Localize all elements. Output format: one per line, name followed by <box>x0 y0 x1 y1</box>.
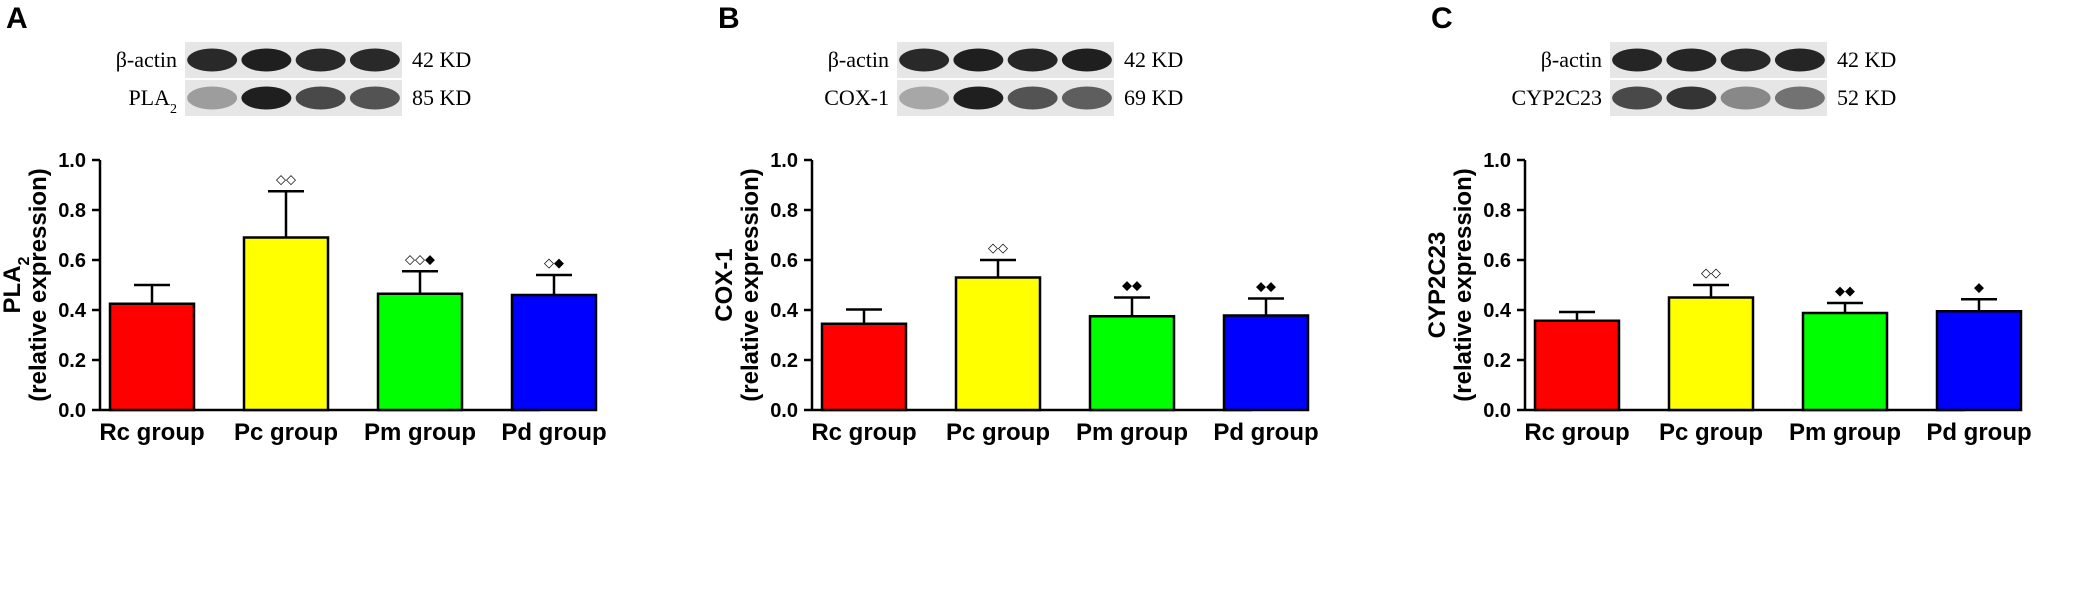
blot-band <box>899 86 950 110</box>
y-tick-label: 0.6 <box>770 250 798 272</box>
bar-pm <box>1088 315 1176 412</box>
y-tick-label: 1.0 <box>1483 150 1511 172</box>
y-axis-title: COX-1 <box>711 248 738 321</box>
y-tick-label: 0.0 <box>58 400 86 422</box>
blot-protein-label: β-actin <box>828 47 889 72</box>
bar-rc <box>108 302 196 412</box>
blot-band <box>1720 48 1771 72</box>
blot-band <box>1061 86 1112 110</box>
bar-pm <box>1801 311 1889 412</box>
y-tick-label: 0.2 <box>58 350 86 372</box>
bar-pc <box>954 276 1042 412</box>
blot-protein-label: CYP2C23 <box>1512 85 1602 110</box>
significance-marker: ◇◇ <box>988 241 1008 256</box>
x-category-label: Pm group <box>1789 419 1901 446</box>
x-category-label: Pd group <box>1926 419 2031 446</box>
blot-protein-label: COX-1 <box>824 85 889 110</box>
y-tick-label: 0.8 <box>770 200 798 222</box>
blot-protein-label: β-actin <box>116 47 177 72</box>
bar-rc <box>1533 319 1621 412</box>
x-category-label: Pc group <box>234 419 338 446</box>
y-axis-subtitle: (relative expression) <box>1450 168 1477 401</box>
blot-band <box>1720 86 1771 110</box>
y-tick-label: 1.0 <box>770 150 798 172</box>
blot-band <box>899 48 950 72</box>
y-tick-label: 0.2 <box>1483 350 1511 372</box>
y-tick-label: 1.0 <box>58 150 86 172</box>
y-tick-label: 0.0 <box>770 400 798 422</box>
y-tick-label: 0.4 <box>1483 300 1512 322</box>
blot-protein-label: PLA2 <box>128 85 177 117</box>
bar-pd <box>1222 314 1310 412</box>
bar-pm <box>376 292 464 412</box>
x-category-label: Pc group <box>1659 419 1763 446</box>
significance-marker: ◆◆ <box>1122 279 1142 294</box>
y-tick-label: 0.2 <box>770 350 798 372</box>
blot-band <box>1612 86 1663 110</box>
blot-band <box>241 86 292 110</box>
blot-kd-label: 52 KD <box>1837 85 1896 110</box>
y-tick-label: 0.8 <box>1483 200 1511 222</box>
y-tick-label: 0.4 <box>58 300 87 322</box>
blot-band <box>349 48 400 72</box>
blot-kd-label: 85 KD <box>412 85 471 110</box>
significance-marker: ◇◆ <box>544 256 564 271</box>
panel-letter: B <box>718 2 740 35</box>
x-category-label: Pc group <box>946 419 1050 446</box>
y-tick-label: 0.0 <box>1483 400 1511 422</box>
y-axis-subtitle: (relative expression) <box>737 168 764 401</box>
bar-pd <box>1935 310 2023 412</box>
x-category-label: Pm group <box>1076 419 1188 446</box>
panel-a: Aβ-actin 42 KD PLA2 85 KD 0.0 0.2 0.4 0.6 0.8 1.0… <box>0 2 607 446</box>
blot-band <box>1666 86 1717 110</box>
blot-band <box>1774 48 1825 72</box>
significance-marker: ◆◆ <box>1835 284 1855 299</box>
y-axis-subtitle: (relative expression) <box>25 168 52 401</box>
blot-band <box>1666 48 1717 72</box>
x-category-label: Pm group <box>364 419 476 446</box>
x-category-label: Pd group <box>1213 419 1318 446</box>
blot-band <box>241 48 292 72</box>
bar-pc <box>1667 296 1755 412</box>
blot-band <box>349 86 400 110</box>
blot-band <box>187 48 238 72</box>
blot-band <box>1774 86 1825 110</box>
blot-band <box>953 48 1004 72</box>
x-category-label: Rc group <box>1524 419 1629 446</box>
significance-marker: ◇◇◆ <box>405 252 435 267</box>
blot-band <box>295 48 346 72</box>
bar-rc <box>820 322 908 412</box>
blot-band <box>1007 86 1058 110</box>
blot-protein-label: β-actin <box>1541 47 1602 72</box>
x-category-label: Rc group <box>811 419 916 446</box>
y-tick-label: 0.6 <box>1483 250 1511 272</box>
blot-band <box>1061 48 1112 72</box>
significance-marker: ◆◆ <box>1256 280 1276 295</box>
blot-band <box>295 86 346 110</box>
significance-marker: ◇◇ <box>1701 266 1721 281</box>
blot-kd-label: 42 KD <box>1837 47 1896 72</box>
blot-band <box>1007 48 1058 72</box>
bar-pd <box>510 293 598 412</box>
significance-marker: ◆ <box>1974 280 1984 295</box>
panel-letter: A <box>6 2 28 35</box>
y-axis-title: CYP2C23 <box>1424 232 1451 339</box>
significance-marker: ◇◇ <box>276 172 296 187</box>
blot-kd-label: 69 KD <box>1124 85 1183 110</box>
blot-band <box>953 86 1004 110</box>
blot-kd-label: 42 KD <box>1124 47 1183 72</box>
blot-band <box>187 86 238 110</box>
x-category-label: Pd group <box>501 419 606 446</box>
blot-band <box>1612 48 1663 72</box>
y-tick-label: 0.4 <box>770 300 799 322</box>
x-category-label: Rc group <box>99 419 204 446</box>
panel-b: Bβ-actin 42 KD COX-1 69 KD 0.0 0.2 0.4 0.6 0.8 1.… <box>711 2 1319 446</box>
bar-pc <box>242 236 330 412</box>
panel-letter: C <box>1431 2 1453 35</box>
y-tick-label: 0.8 <box>58 200 86 222</box>
blot-kd-label: 42 KD <box>412 47 471 72</box>
panel-c: Cβ-actin 42 KD CYP2C23 52 KD 0.0 0.2 0.4 0.6 0.8… <box>1424 2 2032 446</box>
y-tick-label: 0.6 <box>58 250 86 272</box>
